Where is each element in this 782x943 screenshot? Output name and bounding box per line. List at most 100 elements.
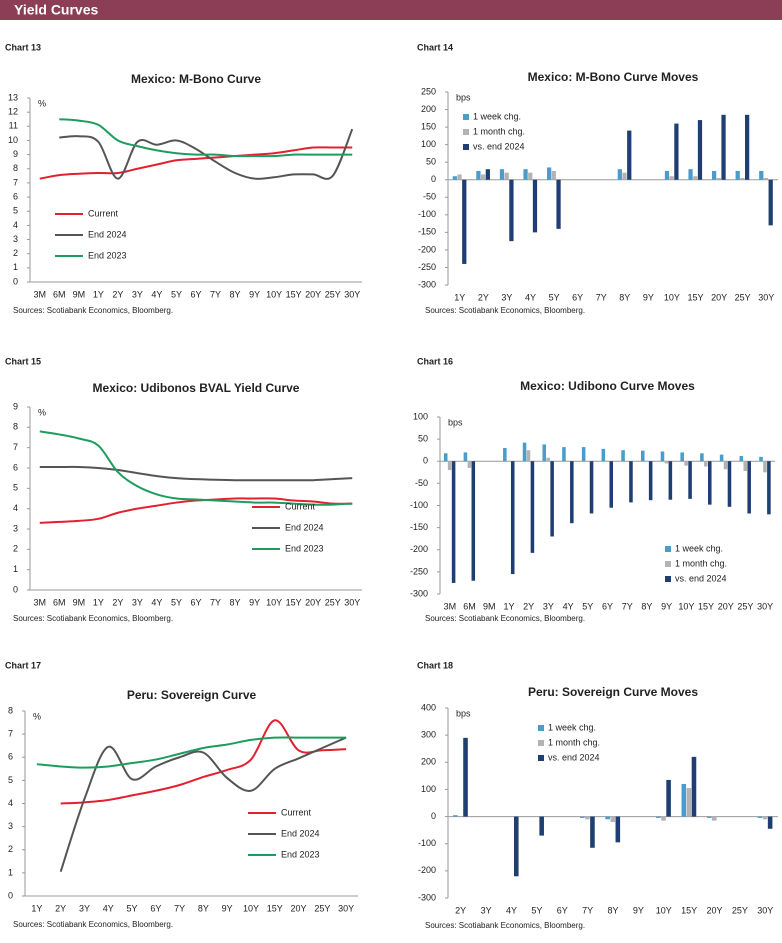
x-tick-label: 3M: [444, 601, 457, 611]
bar: [467, 461, 472, 468]
legend-swatch: [665, 576, 671, 582]
x-tick-label: 3Y: [132, 289, 143, 299]
bar: [462, 179, 467, 264]
bar: [681, 784, 687, 817]
bar: [706, 816, 712, 818]
x-tick-label: 20Y: [291, 903, 307, 913]
y-tick-label: 250: [421, 86, 436, 96]
x-tick-label: 6Y: [190, 289, 201, 299]
source: Sources: Scotiabank Economics, Bloomberg…: [13, 306, 173, 315]
bar: [688, 169, 693, 180]
source: Sources: Scotiabank Economics, Bloomberg…: [425, 614, 585, 623]
bar: [452, 176, 457, 180]
bar: [757, 816, 763, 818]
x-tick-label: 3Y: [132, 597, 143, 607]
legend-swatch: [665, 561, 671, 567]
legend-swatch: [665, 546, 671, 552]
bar: [740, 177, 745, 180]
bar: [668, 461, 673, 500]
bar: [532, 179, 538, 233]
x-tick-label: 25Y: [737, 601, 753, 611]
x-tick-label: 2Y: [478, 292, 489, 302]
y-tick-label: 0: [13, 276, 18, 286]
x-tick-label: 3Y: [481, 905, 492, 915]
x-tick-label: 2Y: [455, 905, 466, 915]
x-tick-label: 6M: [53, 289, 66, 299]
line: [39, 430, 353, 506]
bar: [499, 169, 505, 180]
y-tick-label: -100: [418, 838, 436, 848]
x-tick-label: 30Y: [757, 601, 773, 611]
y-tick-label: 3: [13, 523, 18, 533]
y-unit: bps: [456, 708, 471, 718]
x-tick-label: 10Y: [678, 601, 694, 611]
bar: [627, 130, 632, 180]
x-tick-label: 9Y: [249, 597, 260, 607]
bar: [735, 170, 740, 180]
y-tick-label: 8: [8, 705, 13, 715]
bar: [542, 444, 547, 462]
line: [60, 719, 347, 805]
bar: [712, 816, 717, 821]
x-tick-label: 9Y: [643, 292, 654, 302]
x-tick-label: 10Y: [243, 903, 259, 913]
chart-title: Mexico: M-Bono Curve Moves: [528, 70, 699, 84]
y-tick-label: 10: [8, 135, 18, 145]
y-tick-label: 1: [13, 262, 18, 272]
legend-swatch: [463, 144, 469, 150]
chart-number: Chart 16: [417, 356, 453, 366]
x-tick-label: 8Y: [198, 903, 209, 913]
legend-label: End 2024: [88, 229, 127, 239]
bar: [727, 461, 732, 507]
x-tick-label: 20Y: [305, 289, 321, 299]
x-tick-label: 1Y: [31, 903, 42, 913]
x-tick-label: 3Y: [543, 601, 554, 611]
legend-label: 1 month chg.: [473, 126, 525, 136]
x-tick-label: 10Y: [266, 597, 282, 607]
x-tick-label: 7Y: [582, 905, 593, 915]
y-tick-label: -100: [410, 500, 428, 510]
chart-number: Chart 18: [417, 660, 453, 670]
x-tick-label: 10Y: [664, 292, 680, 302]
legend-label: Current: [281, 807, 312, 817]
source: Sources: Scotiabank Economics, Bloomberg…: [13, 614, 173, 623]
legend-label: vs. end 2024: [473, 141, 525, 151]
y-tick-label: 12: [8, 107, 18, 117]
bar: [590, 816, 595, 848]
bar: [503, 447, 507, 462]
y-tick-label: 50: [418, 434, 428, 444]
legend-swatch: [463, 129, 469, 135]
y-tick-label: 5: [13, 206, 18, 216]
y-tick-label: 4: [13, 220, 18, 230]
bar: [693, 176, 698, 180]
x-tick-label: 9M: [73, 289, 86, 299]
x-tick-label: 8Y: [607, 905, 618, 915]
x-tick-label: 1Y: [503, 601, 514, 611]
bar: [481, 174, 486, 180]
y-tick-label: 150: [421, 121, 436, 131]
bar: [528, 172, 533, 180]
y-tick-label: -200: [410, 544, 428, 554]
legend-label: Current: [285, 501, 316, 511]
y-tick-label: 9: [13, 401, 18, 411]
bar: [716, 177, 721, 180]
line: [59, 118, 353, 158]
x-tick-label: 9M: [483, 601, 496, 611]
bar: [621, 450, 625, 462]
bar: [691, 756, 697, 817]
y-tick-label: 100: [413, 411, 428, 421]
legend-label: Current: [88, 208, 119, 218]
x-tick-label: 15Y: [687, 292, 703, 302]
y-tick-label: 4: [8, 798, 13, 808]
x-tick-label: 20Y: [711, 292, 727, 302]
bar: [648, 461, 653, 501]
legend-swatch: [538, 725, 544, 731]
y-tick-label: 400: [421, 702, 436, 712]
bar: [629, 461, 633, 503]
x-tick-label: 2Y: [112, 289, 123, 299]
y-tick-label: -250: [418, 262, 436, 272]
bar: [721, 114, 726, 180]
y-tick-label: 13: [8, 92, 18, 102]
y-tick-label: 8: [13, 422, 18, 432]
bar: [700, 453, 704, 462]
